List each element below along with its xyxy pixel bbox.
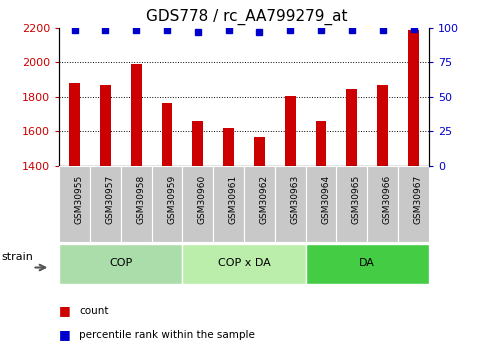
Bar <box>69 83 80 166</box>
Text: DA: DA <box>359 258 375 268</box>
Bar <box>244 166 275 242</box>
Bar <box>182 244 306 284</box>
Text: GSM30964: GSM30964 <box>321 175 330 224</box>
Text: count: count <box>79 306 108 315</box>
Text: percentile rank within the sample: percentile rank within the sample <box>79 330 255 339</box>
Text: COP: COP <box>109 258 133 268</box>
Bar <box>408 30 419 166</box>
Bar <box>306 244 429 284</box>
Text: GSM30963: GSM30963 <box>290 175 299 224</box>
Bar <box>182 166 213 242</box>
Bar <box>90 166 121 242</box>
Bar <box>285 96 296 166</box>
Bar <box>192 121 203 166</box>
Bar <box>398 166 429 242</box>
Text: GSM30955: GSM30955 <box>74 175 84 224</box>
Text: GSM30958: GSM30958 <box>136 175 145 224</box>
Text: GSM30957: GSM30957 <box>106 175 114 224</box>
Text: GSM30967: GSM30967 <box>414 175 423 224</box>
Text: GSM30962: GSM30962 <box>259 175 269 224</box>
Bar <box>100 85 111 166</box>
Text: GSM30966: GSM30966 <box>383 175 392 224</box>
Bar <box>367 166 398 242</box>
Bar <box>152 166 182 242</box>
Bar <box>254 137 265 166</box>
Text: GSM30960: GSM30960 <box>198 175 207 224</box>
Bar <box>336 166 367 242</box>
Bar <box>59 166 90 242</box>
Bar <box>223 128 234 166</box>
Bar <box>121 166 152 242</box>
Bar <box>59 244 182 284</box>
Text: strain: strain <box>1 252 33 262</box>
Text: GSM30959: GSM30959 <box>167 175 176 224</box>
Text: GSM30965: GSM30965 <box>352 175 361 224</box>
Bar <box>347 89 357 166</box>
Text: ■: ■ <box>59 328 71 341</box>
Bar <box>377 85 388 166</box>
Bar <box>306 166 336 242</box>
Bar <box>316 121 326 166</box>
Text: COP x DA: COP x DA <box>218 258 270 268</box>
Bar <box>162 104 173 166</box>
Bar <box>213 166 244 242</box>
Text: GSM30961: GSM30961 <box>229 175 238 224</box>
Bar <box>131 64 141 166</box>
Text: GDS778 / rc_AA799279_at: GDS778 / rc_AA799279_at <box>146 9 347 25</box>
Bar <box>275 166 306 242</box>
Text: ■: ■ <box>59 304 71 317</box>
